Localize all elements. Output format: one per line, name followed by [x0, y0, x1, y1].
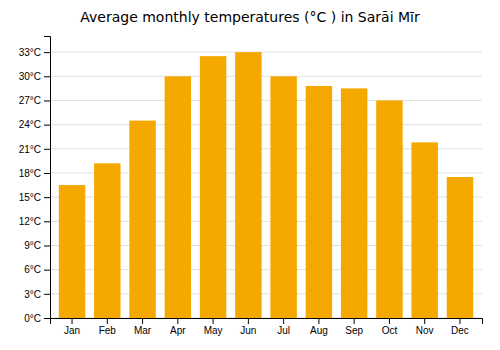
x-tick-mark	[459, 318, 460, 324]
x-tick-label: Oct	[382, 325, 398, 336]
x-tick-mark	[283, 318, 284, 324]
y-axis-line	[44, 37, 51, 319]
y-tick-mark	[44, 294, 50, 295]
x-tick: Feb	[99, 318, 117, 336]
y-tick: 24°C	[19, 119, 50, 130]
plot: 0°C 3°C 6°C 9°C 12°C 15°C 18°C 21°C 24°C 27°C 30°C…	[19, 37, 483, 337]
x-tick: Jul	[277, 318, 290, 336]
y-tick-label: 24°C	[19, 119, 41, 130]
x-tick-mark	[107, 318, 108, 324]
x-axis: Jan Feb Mar Apr May Jun Jul Aug Sep Oct Nov Dec	[51, 318, 483, 336]
bar	[270, 76, 296, 318]
x-tick: Sep	[345, 318, 363, 336]
bar	[341, 88, 367, 318]
x-tick-mark	[213, 318, 214, 324]
x-tick-label: Apr	[170, 325, 186, 336]
bar	[94, 163, 120, 318]
y-tick: 9°C	[24, 240, 50, 251]
x-tick: Apr	[170, 318, 186, 336]
x-tick-mark	[318, 318, 319, 324]
bars	[59, 52, 473, 318]
bar	[376, 100, 402, 318]
y-tick: 6°C	[24, 264, 50, 275]
y-tick: 33°C	[19, 47, 50, 58]
y-tick-label: 9°C	[24, 240, 41, 251]
y-tick-label: 6°C	[24, 264, 41, 275]
y-tick: 27°C	[19, 95, 50, 106]
y-tick-mark	[44, 173, 50, 174]
bar	[447, 177, 473, 318]
y-tick: 18°C	[19, 168, 50, 179]
y-axis: 0°C 3°C 6°C 9°C 12°C 15°C 18°C 21°C 24°C 27°C 30°C…	[19, 37, 51, 324]
x-tick-label: May	[204, 325, 223, 336]
x-tick: Oct	[382, 318, 398, 336]
grid-line	[50, 76, 482, 77]
y-tick-mark	[44, 52, 50, 53]
x-tick-label: Jun	[240, 325, 256, 336]
y-tick-label: 33°C	[19, 47, 41, 58]
grid	[50, 52, 482, 318]
x-axis-line	[51, 319, 483, 325]
x-tick: Aug	[310, 318, 328, 336]
x-tick-label: Dec	[451, 325, 469, 336]
y-tick-mark	[44, 100, 50, 101]
x-tick-label: Jan	[64, 325, 80, 336]
x-tick: Jan	[64, 318, 80, 336]
x-tick: Nov	[416, 318, 434, 336]
y-tick-mark	[44, 149, 50, 150]
grid-line	[50, 52, 482, 53]
x-tick: Mar	[134, 318, 152, 336]
x-tick: Dec	[451, 318, 469, 336]
bar	[59, 185, 85, 318]
y-tick-label: 27°C	[19, 95, 41, 106]
bar	[129, 121, 155, 318]
y-tick-mark	[44, 125, 50, 126]
x-tick: May	[204, 318, 223, 336]
x-tick-label: Sep	[345, 325, 363, 336]
x-tick-mark	[142, 318, 143, 324]
y-tick-mark	[44, 76, 50, 77]
y-tick-label: 18°C	[19, 168, 41, 179]
grid-line	[50, 124, 482, 125]
y-tick-mark	[44, 318, 50, 319]
y-tick-label: 21°C	[19, 144, 41, 155]
x-tick-mark	[248, 318, 249, 324]
y-tick: 21°C	[19, 144, 50, 155]
y-tick: 30°C	[19, 71, 50, 82]
x-tick-mark	[389, 318, 390, 324]
x-tick: Jun	[240, 318, 256, 336]
x-tick-mark	[354, 318, 355, 324]
bar	[165, 76, 191, 318]
y-tick-mark	[44, 245, 50, 246]
x-tick-mark	[177, 318, 178, 324]
x-tick-mark	[72, 318, 73, 324]
x-tick-label: Feb	[99, 325, 117, 336]
y-tick-label: 3°C	[24, 289, 41, 300]
y-tick: 15°C	[19, 192, 50, 203]
y-tick-mark	[44, 221, 50, 222]
y-tick-label: 15°C	[19, 192, 41, 203]
y-tick-label: 12°C	[19, 216, 41, 227]
y-tick-label: 30°C	[19, 71, 41, 82]
chart: 0°C 3°C 6°C 9°C 12°C 15°C 18°C 21°C 24°C 27°C 30°C…	[0, 0, 500, 350]
x-tick-label: Aug	[310, 325, 328, 336]
x-tick-label: Mar	[134, 325, 152, 336]
x-tick-label: Nov	[416, 325, 434, 336]
y-tick-mark	[44, 197, 50, 198]
y-tick: 0°C	[24, 313, 50, 324]
bar	[306, 86, 332, 318]
y-tick: 3°C	[24, 289, 50, 300]
bar	[200, 56, 226, 318]
bar	[235, 52, 261, 318]
title: Average monthly temperatures (°C ) in Sa…	[80, 9, 420, 25]
grid-line	[50, 100, 482, 101]
x-tick-mark	[424, 318, 425, 324]
bar	[411, 142, 437, 318]
y-tick: 12°C	[19, 216, 50, 227]
x-tick-label: Jul	[277, 325, 290, 336]
y-tick-label: 0°C	[24, 313, 41, 324]
y-tick-mark	[44, 270, 50, 271]
